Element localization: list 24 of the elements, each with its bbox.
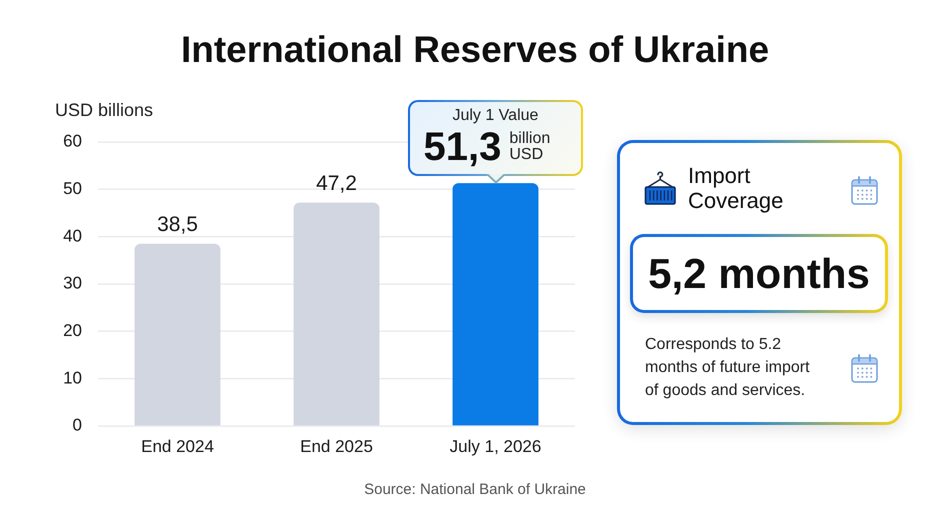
source-note: Source: National Bank of Ukraine [363,481,587,498]
x-tick-label: July 1, 2026 [450,436,542,456]
data-label: 51,3 [424,125,502,170]
chart-title: International Reserves of Ukraine [180,29,770,71]
y-tick-label: 0 [72,416,82,435]
bar [134,244,220,426]
y-tick-label: 60 [63,132,82,151]
text: Corresponds to 5.2 months of future import of goods and services. [645,335,811,401]
text: July 1 Value [451,106,540,126]
annotation: billion USD [509,130,552,164]
y-tick-label: 30 [63,274,82,293]
y-tick-label: 20 [63,321,82,340]
y-tick-label: 40 [63,226,82,246]
data-label: 47,2 [316,172,357,195]
text: Import Coverage [688,163,784,213]
x-tick-label: End 2024 [141,436,214,456]
y-tick-label: 10 [63,368,82,388]
y-tick-label: 50 [63,179,82,198]
bar [294,202,380,426]
data-label: 38,5 [157,213,198,236]
bar [452,183,538,426]
x-tick-label: End 2025 [300,436,373,456]
y-axis-title: USD billions [55,100,154,121]
text: 5,2 months [630,234,888,313]
